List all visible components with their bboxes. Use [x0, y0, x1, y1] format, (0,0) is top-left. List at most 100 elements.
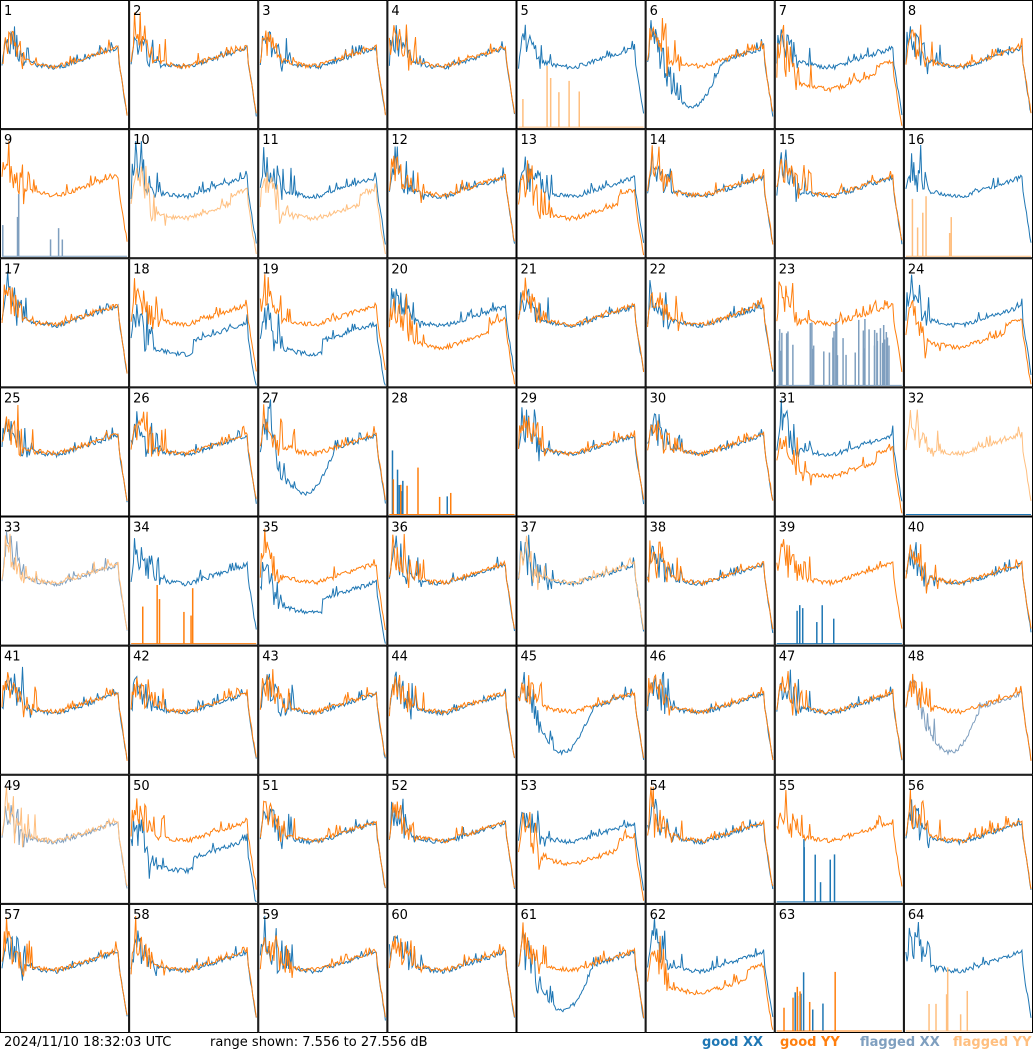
series-xx-line	[388, 146, 515, 244]
series-yy-line	[259, 669, 386, 757]
series-yy-line	[130, 677, 257, 758]
panel-label: 30	[650, 391, 667, 406]
panel-label: 13	[521, 133, 538, 148]
series-xx-line	[518, 407, 645, 505]
panel-label: 21	[521, 262, 538, 277]
series-yy-line	[776, 436, 903, 514]
panel-3: 3	[258, 0, 388, 130]
panel-label: 35	[262, 521, 279, 536]
series-xx-line	[388, 535, 515, 632]
panel-31: 31	[774, 387, 904, 517]
panel-label: 20	[391, 262, 408, 277]
series-yy-line	[388, 674, 515, 758]
panel-46: 46	[645, 645, 775, 775]
panel-label: 3	[262, 4, 270, 19]
panel-label: 61	[521, 908, 538, 923]
panel-57: 57	[0, 903, 130, 1033]
panel-label: 18	[133, 262, 150, 277]
panel-54: 54	[645, 774, 775, 904]
panel-50: 50	[129, 774, 259, 904]
panel-label: 33	[4, 521, 21, 536]
series-yy-line	[776, 24, 903, 126]
panel-38: 38	[645, 516, 775, 646]
panel-label: 5	[521, 4, 529, 19]
series-xx-line	[518, 671, 645, 760]
series-xx-line	[259, 30, 386, 114]
series-yy-line	[259, 274, 386, 371]
series-xx-line	[130, 818, 257, 903]
series-yy-line	[388, 293, 515, 385]
series-yy-line	[776, 539, 903, 629]
series-xx-line	[259, 673, 386, 759]
panel-label: 53	[521, 779, 538, 794]
panel-label: 4	[391, 4, 399, 19]
series-xx-line	[518, 931, 645, 1019]
series-yy-line	[518, 535, 645, 630]
series-xx-line	[905, 679, 1032, 761]
series-xx-line	[388, 934, 515, 1018]
panel-label: 55	[779, 779, 796, 794]
panel-6: 6	[645, 0, 775, 130]
panel-40: 40	[903, 516, 1033, 646]
panel-label: 52	[391, 779, 408, 794]
series-yy-line	[647, 935, 774, 1030]
series-xx-line	[905, 274, 1032, 375]
panel-21: 21	[516, 258, 646, 388]
panel-47: 47	[774, 645, 904, 775]
series-yy-line	[388, 155, 515, 242]
footer-bar: 2024/11/10 18:32:03 UTC range shown: 7.5…	[0, 1033, 1033, 1053]
panel-label: 43	[262, 650, 279, 665]
series-yy-line	[518, 277, 645, 373]
panel-label: 63	[779, 908, 796, 923]
panel-16: 16	[903, 129, 1033, 259]
panel-63: 63	[774, 903, 904, 1033]
series-xx-line	[647, 917, 774, 1017]
panel-51: 51	[258, 774, 388, 904]
panel-35: 35	[258, 516, 388, 646]
panel-frame	[516, 774, 646, 904]
panel-44: 44	[387, 645, 517, 775]
panel-label: 28	[391, 391, 408, 406]
panel-label: 29	[521, 391, 538, 406]
panel-label: 64	[908, 908, 925, 923]
panel-label: 27	[262, 391, 279, 406]
panel-label: 60	[391, 908, 408, 923]
panel-frame	[387, 387, 517, 517]
series-yy-line	[647, 17, 774, 112]
panel-49: 49	[0, 774, 130, 904]
panel-label: 26	[133, 391, 150, 406]
series-xx-line	[259, 303, 386, 386]
panel-label: 17	[4, 262, 21, 277]
panel-12: 12	[387, 129, 517, 259]
panel-frame	[0, 258, 130, 388]
panel-label: 44	[391, 650, 408, 665]
series-xx-line	[647, 280, 774, 372]
panel-frame	[903, 387, 1033, 517]
series-yy-line	[1, 533, 128, 630]
panel-label: 56	[908, 779, 925, 794]
panel-5: 5	[516, 0, 646, 130]
panel-15: 15	[774, 129, 904, 259]
series-xx-line	[259, 399, 386, 504]
series-yy-line	[259, 528, 386, 631]
panel-label: 32	[908, 391, 925, 406]
panel-frame	[258, 129, 388, 259]
series-xx-line	[518, 24, 645, 114]
series-yy-line	[130, 278, 257, 372]
panel-37: 37	[516, 516, 646, 646]
series-xx-line	[905, 144, 1032, 243]
series-yy-line	[647, 673, 774, 761]
series-yy-line	[776, 158, 903, 241]
panel-label: 10	[133, 133, 150, 148]
series-yy-line	[1, 672, 128, 761]
range-label: range shown: 7.556 to 27.556 dB	[210, 1035, 428, 1050]
panel-label: 34	[133, 521, 150, 536]
series-xx-line	[905, 921, 1032, 1018]
series-yy-line	[259, 30, 386, 116]
series-yy-line	[905, 544, 1032, 629]
series-xx-line	[518, 534, 645, 632]
panel-label: 58	[133, 908, 150, 923]
panel-frame	[387, 645, 517, 775]
series-yy-line	[1, 141, 128, 242]
series-yy-line	[388, 801, 515, 888]
